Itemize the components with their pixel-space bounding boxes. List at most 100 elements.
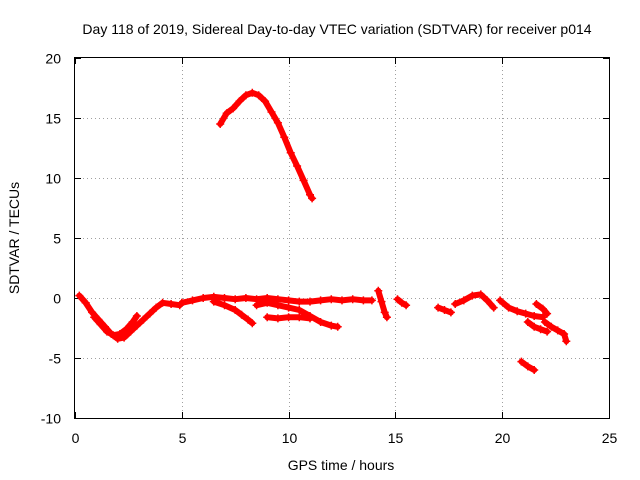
data-point-marker [209,297,218,306]
data-point-marker [75,291,84,300]
data-point-marker [222,109,231,118]
data-point-marker [145,309,154,318]
data-point-marker [393,295,402,304]
data-point-marker [530,312,539,320]
series-arc-evening-3 [540,318,571,346]
data-point-marker [521,309,530,318]
data-point-marker [139,315,148,324]
data-point-marker [103,327,111,336]
data-point-marker [120,333,129,342]
data-point-marker [308,194,317,203]
data-point-marker [96,320,105,329]
data-point-marker [263,313,272,322]
data-point-marker [128,318,137,326]
data-point-marker [286,148,295,157]
data-point-marker [513,307,522,316]
data-point-marker [231,295,240,304]
data-point-marker [523,318,532,326]
data-point-marker [254,91,263,100]
x-axis-label: GPS time / hours [288,457,395,473]
series-arc-afternoon-3 [434,303,455,317]
data-point-marker [374,286,383,295]
data-point-marker [295,313,304,322]
y-tick-label: -10 [41,411,61,427]
data-point-marker [284,313,293,322]
data-point-marker [377,297,386,306]
data-point-marker [530,322,539,331]
series-trace [524,319,551,335]
x-tick-label: 20 [495,430,511,446]
data-point-marker [543,327,552,336]
series-arc-evening-1 [496,296,547,322]
series-arc-early-dip-2 [90,312,141,340]
data-point-marker [517,357,526,366]
data-point-marker [295,297,304,306]
data-point-marker [152,303,161,312]
data-point-marker [229,104,238,113]
data-point-marker [547,322,556,331]
data-point-marker [553,326,562,335]
data-point-marker [348,295,357,304]
data-point-marker [177,298,186,307]
y-tick-label: 0 [53,291,61,307]
data-point-marker [252,301,261,310]
data-point-marker [263,298,272,307]
data-point-marker [261,97,270,106]
data-point-marker [299,176,308,185]
x-tick-label: 10 [282,430,298,446]
data-point-marker [562,337,571,346]
data-point-marker [434,303,443,312]
data-point-marker [241,91,250,100]
series-arc-midday-lower-1 [209,297,257,328]
series-trace [375,287,390,321]
data-point-marker [81,298,90,307]
y-tick-label: -5 [49,351,62,367]
series-arc-evening-2 [532,300,552,318]
data-point-marker [538,304,547,313]
data-point-marker [158,298,167,307]
data-point-marker [109,331,118,340]
data-point-marker [284,296,293,305]
data-point-marker [306,314,314,323]
data-point-marker [483,296,492,305]
data-point-marker [244,315,252,324]
grid-lines [75,58,609,418]
x-tick-label: 25 [602,430,618,446]
data-point-marker [523,362,532,371]
data-point-marker [397,298,406,307]
data-point-marker [280,133,289,142]
data-point-marker [132,312,141,320]
x-tick-label: 5 [179,430,187,446]
data-point-marker [273,301,282,310]
series-arc-midday-lower-2 [252,298,342,331]
data-point-marker [532,300,541,308]
data-point-marker [359,296,368,305]
data-point-marker [476,290,485,299]
series-arc-evening-4 [523,318,552,336]
data-point-marker [122,325,131,334]
data-point-marker [560,330,569,338]
series-arc-afternoon-2 [393,295,411,310]
data-point-marker [216,120,225,128]
data-point-marker [536,325,545,334]
data-point-marker [382,313,391,322]
data-point-marker [496,296,505,305]
data-point-marker [132,321,141,330]
data-point-marker [459,296,468,305]
data-point-marker [188,296,197,305]
data-point-marker [199,294,208,302]
data-point-marker [273,314,282,323]
y-axis-label: SDTVAR / TECUs [6,182,22,294]
data-point-marker [489,303,498,312]
plot-frame [74,57,610,419]
data-point-marker [446,308,455,317]
data-point-marker [220,294,229,302]
data-point-marker [248,319,257,328]
data-point-marker [543,309,552,318]
data-point-marker [295,306,304,314]
x-tick-label: 0 [72,430,80,446]
data-point-marker [306,297,314,306]
data-point-marker [540,318,549,326]
data-point-marker [327,321,336,330]
